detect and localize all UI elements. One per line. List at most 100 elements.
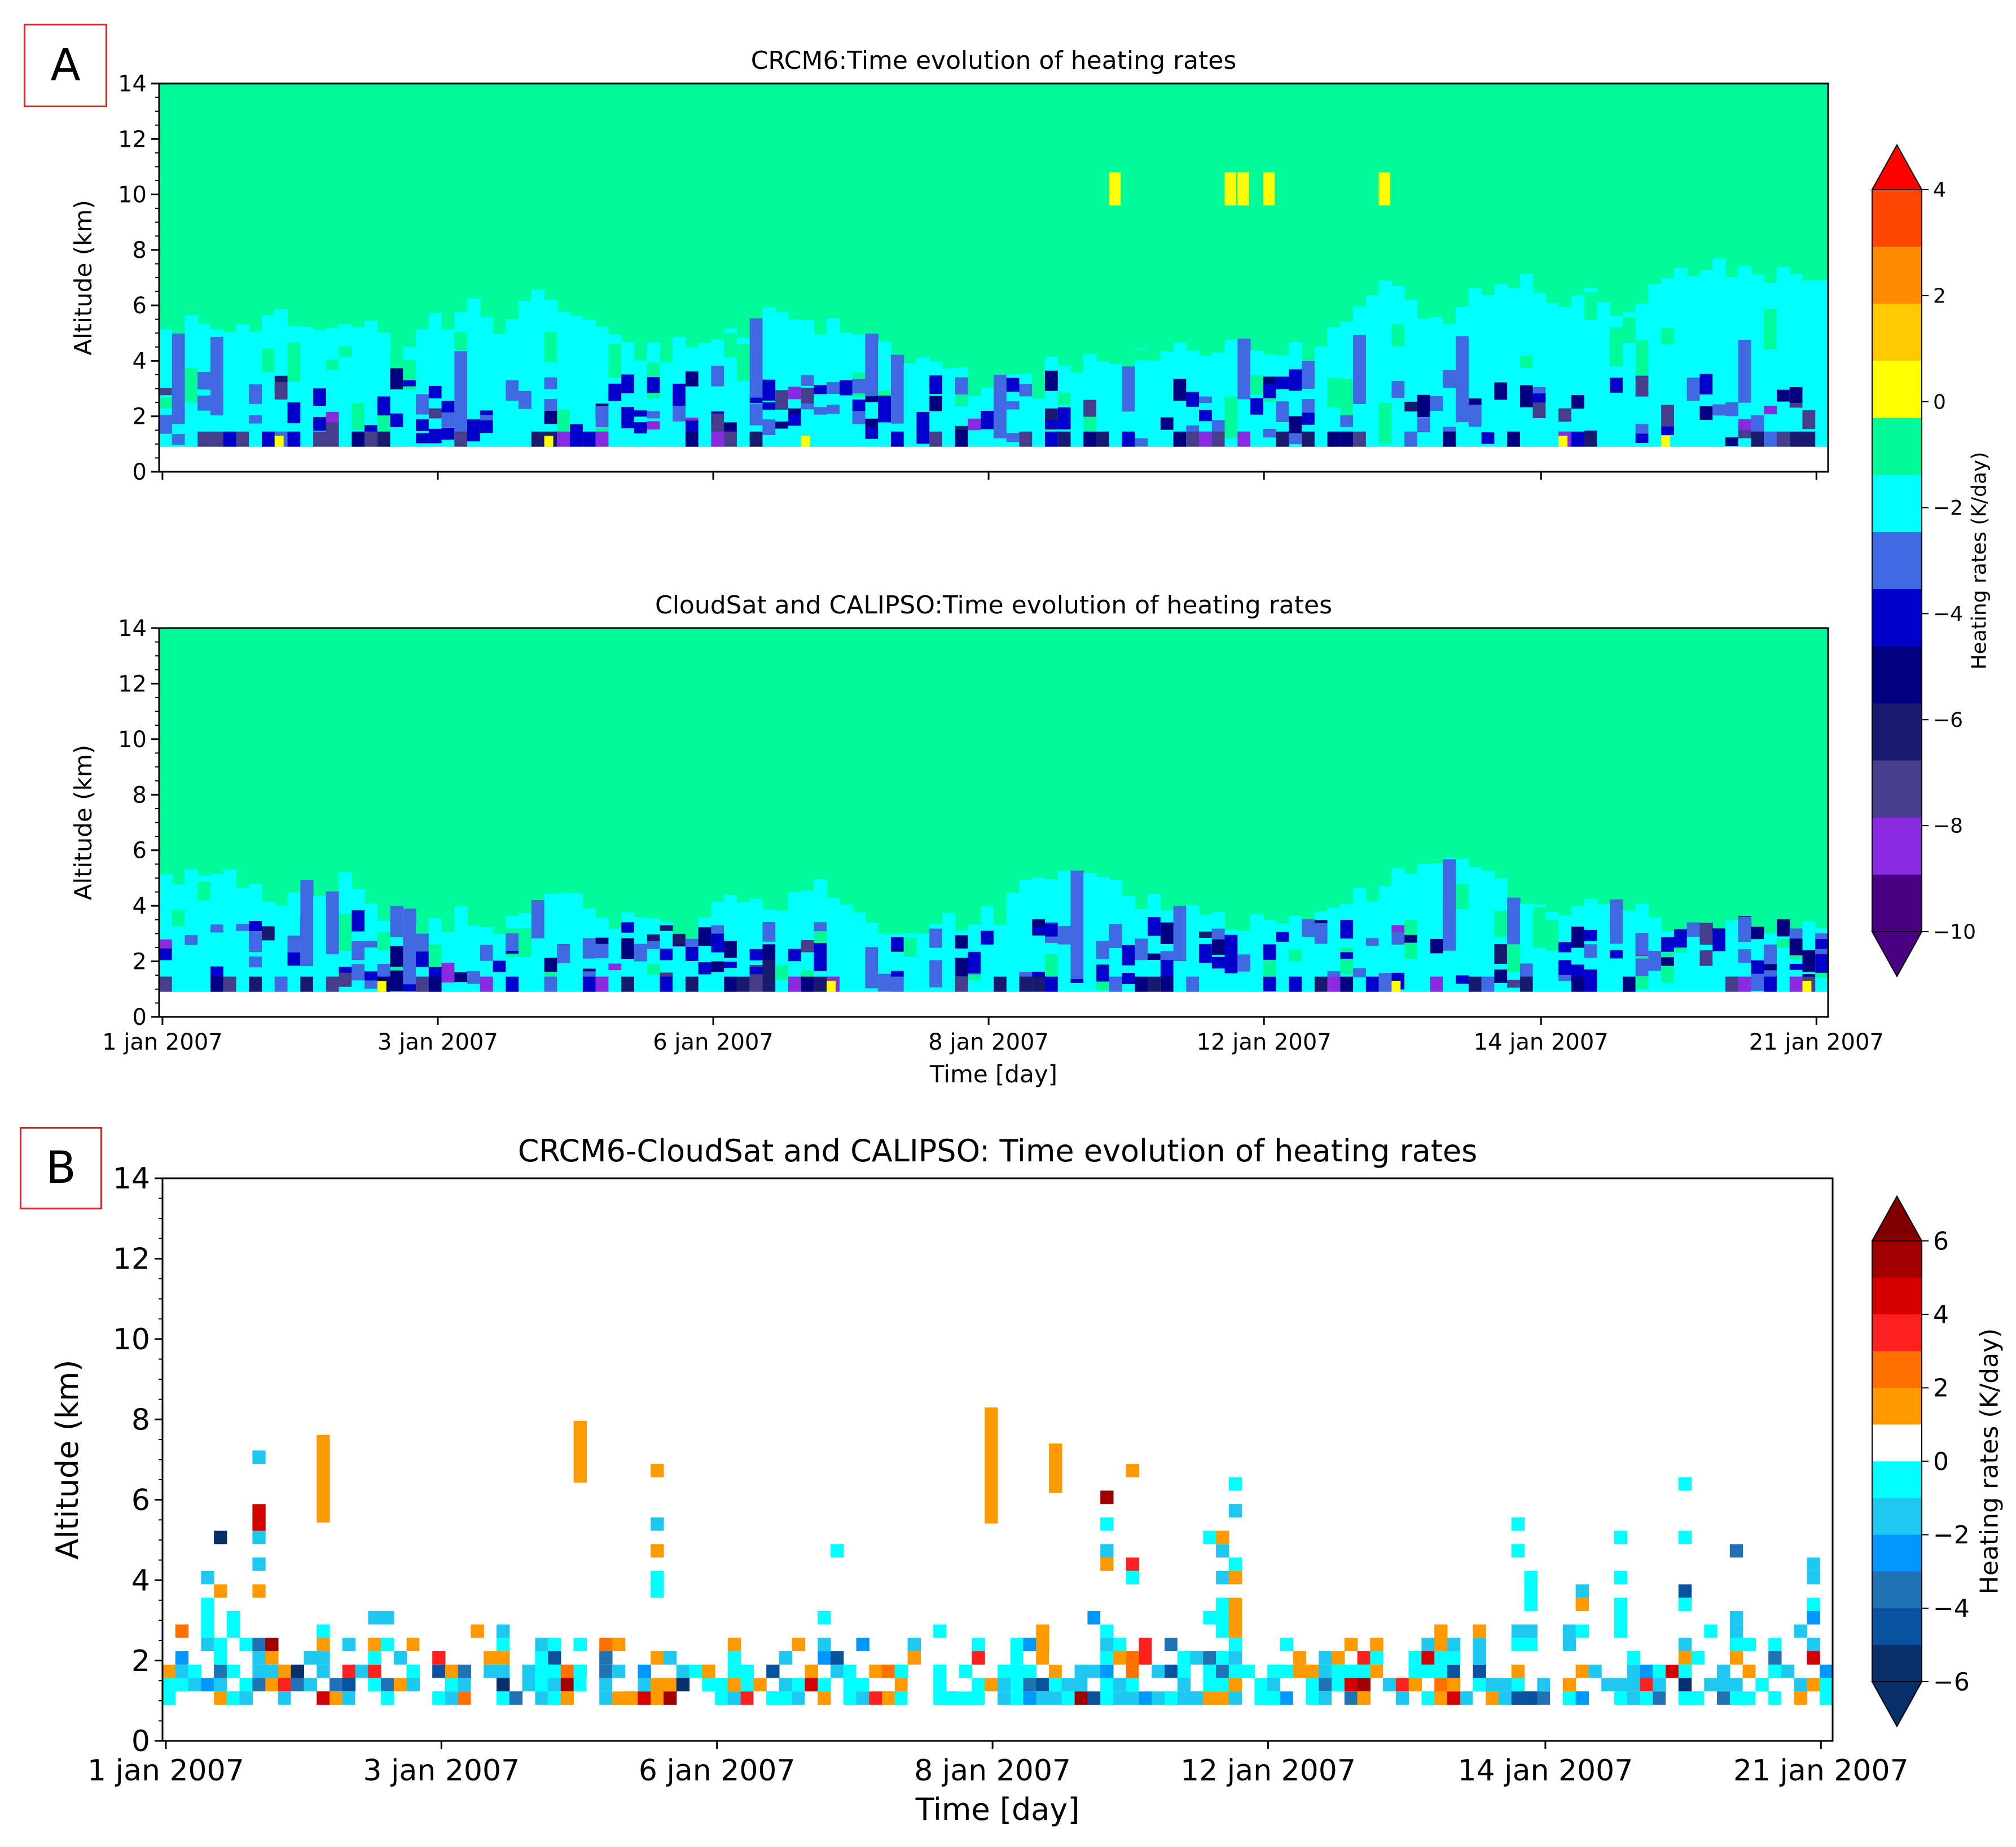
heatmap-cell — [595, 431, 609, 447]
heatmap-cell — [933, 1664, 947, 1678]
heatmap-cell — [1010, 1651, 1024, 1665]
heatmap-cell — [660, 976, 673, 992]
heatmap-cell — [172, 434, 186, 445]
heatmap-cell — [1678, 1598, 1692, 1611]
heatmap-cell — [1340, 379, 1354, 419]
heatmap-cell — [647, 918, 660, 992]
heatmap-cell — [749, 431, 763, 447]
heatmap-cell — [595, 976, 609, 992]
heatmap-cell — [1627, 1664, 1641, 1678]
heatmap-cell — [1717, 1664, 1730, 1678]
x-tick-label: 14 jan 2007 — [1457, 1754, 1633, 1788]
heatmap-cell — [801, 436, 810, 447]
heatmap-cell — [239, 1638, 253, 1652]
heatmap-cell — [727, 1651, 741, 1665]
heatmap-cell — [586, 1691, 600, 1705]
heatmap-cell — [1190, 1691, 1204, 1705]
heatmap-cell — [416, 419, 429, 431]
y-tick-label: 4 — [133, 348, 147, 374]
heatmap-cell — [330, 1678, 343, 1692]
heatmap-cell — [621, 406, 635, 429]
heatmap-cell — [1815, 953, 1829, 973]
heatmap-cell — [1434, 1664, 1448, 1678]
heatmap-cell — [827, 981, 836, 992]
heatmap-cell — [1019, 879, 1033, 992]
heatmap-cell — [1049, 1691, 1062, 1705]
heatmap-cell — [638, 1691, 651, 1705]
heatmap-cell — [1704, 1624, 1718, 1638]
heatmap-cell — [1045, 370, 1058, 391]
heatmap-cell — [557, 944, 570, 963]
heatmap-cell — [210, 321, 224, 330]
heatmap-cell — [1725, 976, 1739, 992]
heatmap-cell — [197, 431, 211, 447]
heatmap-cell — [1327, 976, 1341, 992]
heatmap-cell — [1481, 432, 1495, 444]
y-tick-label: 10 — [118, 727, 147, 753]
heatmap-cell — [223, 431, 237, 447]
heatmap-cell — [916, 412, 930, 433]
heatmap-cell — [1584, 929, 1598, 941]
heatmap-cell — [326, 976, 340, 992]
heatmap-cell — [1802, 280, 1816, 447]
heatmap-cell — [1729, 1544, 1743, 1558]
heatmap-cell — [1494, 284, 1508, 447]
heatmap-cell — [364, 978, 378, 989]
heatmap-cell — [1096, 431, 1110, 447]
heatmap-cell — [1152, 1651, 1165, 1665]
heatmap-cell — [1764, 406, 1777, 415]
heatmap-cell — [621, 922, 635, 933]
heatmap-cell — [364, 941, 378, 948]
heatmap-cell — [1036, 1624, 1049, 1638]
heatmap-cell — [711, 413, 724, 433]
heatmap-cell — [856, 1638, 869, 1652]
heatmap-cell — [352, 964, 365, 981]
heatmap-cell — [1584, 292, 1598, 320]
heatmap-cell — [1678, 1638, 1692, 1652]
heatmap-cell — [907, 1638, 921, 1652]
heatmap-cell — [1113, 1638, 1127, 1652]
heatmap-cell — [612, 1678, 626, 1692]
heatmap-cell — [300, 880, 314, 967]
heatmap-cell — [1074, 1691, 1088, 1705]
heatmap-cell — [1421, 1664, 1435, 1678]
heatmap-cell — [1378, 403, 1392, 444]
heatmap-cell — [1610, 327, 1623, 367]
heatmap-cell — [1511, 1624, 1525, 1638]
heatmap-cell — [673, 933, 686, 992]
y-tick-label: 14 — [118, 616, 147, 642]
heatmap-cell — [1096, 876, 1110, 992]
heatmap-cell — [1417, 394, 1431, 417]
heatmap-cell — [724, 431, 737, 447]
x-tick-label: 8 jan 2007 — [914, 1754, 1071, 1788]
heatmap-cell — [664, 1651, 677, 1665]
heatmap-cell — [548, 1664, 561, 1678]
heatmap-cell — [1717, 1678, 1730, 1692]
colorbar-swatch — [1872, 361, 1922, 419]
heatmap-cell — [903, 363, 917, 447]
heatmap-cell — [1237, 339, 1251, 400]
heatmap-cell — [1383, 1678, 1396, 1692]
heatmap-cell — [1148, 917, 1161, 936]
heatmap-cell — [595, 939, 609, 958]
x-tick-label: 21 jan 2007 — [1733, 1754, 1909, 1788]
heatmap-cell — [1610, 378, 1623, 393]
heatmap-cell — [1404, 401, 1418, 412]
heatmap-cell — [1794, 1678, 1808, 1692]
heatmap-cell — [1712, 928, 1726, 947]
heatmap-cell — [1100, 1678, 1114, 1692]
heatmap-cell — [634, 361, 648, 447]
heatmap-cell — [1340, 952, 1354, 959]
heatmap-cell — [959, 1691, 973, 1705]
heatmap-cell — [471, 1691, 484, 1705]
y-axis-label: Altitude (km) — [69, 745, 97, 900]
heatmap-cell — [621, 342, 635, 447]
heatmap-cell — [1083, 431, 1097, 447]
colorbar-tick-label: 4 — [1933, 1301, 1949, 1330]
heatmap-cell — [544, 436, 554, 447]
heatmap-cell — [805, 1691, 818, 1705]
heatmap-cell — [651, 1651, 664, 1665]
heatmap-cell — [1302, 925, 1315, 935]
heatmap-cell — [570, 431, 583, 447]
heatmap-cell — [1122, 896, 1135, 992]
